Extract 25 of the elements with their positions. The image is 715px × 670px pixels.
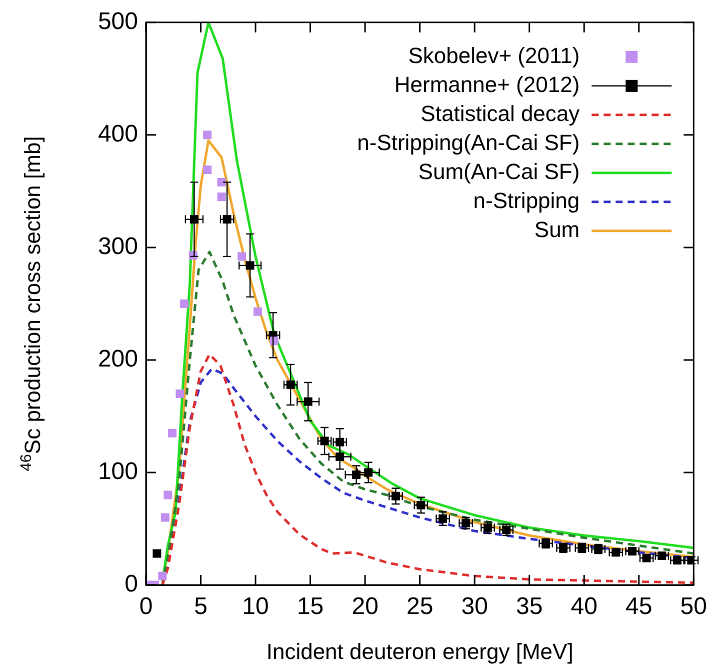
y-tick-label: 400 [98,120,138,148]
x-tick-label: 10 [242,593,269,620]
legend-label: n-Stripping(An-Cai SF) [357,130,580,155]
y-tick-label: 200 [98,346,138,373]
legend-label: Statistical decay [420,100,580,126]
x-tick-label: 35 [516,593,543,620]
legend-label: Skobelev+ (2011) [408,42,580,68]
legend-label: Sum [534,216,580,242]
x-tick-label: 5 [194,593,208,620]
y-axis-title: 46Sc production cross section [mb] [18,136,45,472]
x-axis-title: Incident deuteron energy [MeV] [266,638,574,664]
y-tick-label: 500 [98,8,138,36]
legend-label: Hermanne+ (2012) [394,72,580,97]
y-tick-label: 300 [98,233,138,260]
x-tick-label: 50 [680,593,708,620]
legend-label: Sum(An-Cai SF) [418,158,580,184]
y-tick-label: 100 [98,458,138,486]
x-tick-label: 15 [296,593,324,620]
x-tick-label: 25 [406,593,434,620]
x-tick-label: 30 [461,593,488,620]
y-tick-label: 0 [124,570,138,598]
x-tick-label: 45 [626,593,652,620]
x-tick-label: 20 [352,593,378,620]
x-tick-label: 40 [570,593,598,620]
legend-label: n-Stripping [473,188,580,213]
